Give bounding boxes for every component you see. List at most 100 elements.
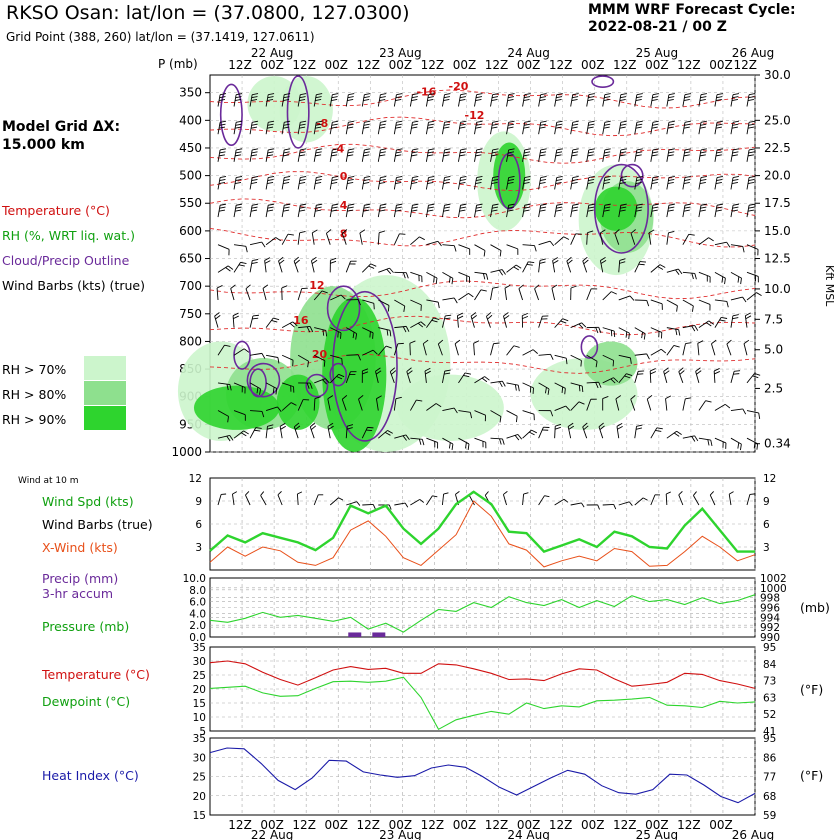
- top-time-label: 12Z: [677, 58, 701, 72]
- wind-barb-flag: [641, 332, 644, 339]
- wind-barb-flag: [273, 317, 280, 321]
- wind-barb: [217, 203, 227, 218]
- wind-barb-shaft: [441, 315, 446, 328]
- wind-barb: [281, 176, 291, 190]
- wind-barb-flag: [435, 277, 438, 285]
- wind-barb-shaft: [393, 233, 400, 245]
- wind-barb: [329, 120, 339, 135]
- wind-barb-flag: [315, 99, 322, 102]
- wind-barb-flag: [219, 206, 226, 209]
- wind-barb-flag: [372, 349, 378, 355]
- wind-barb-flag: [572, 120, 579, 123]
- wind-barb-flag: [595, 327, 599, 334]
- wind-barb-shaft: [458, 372, 466, 384]
- wind-barb-shaft: [358, 399, 363, 411]
- wind-barb: [522, 261, 535, 273]
- wind-barb-flag: [264, 257, 271, 261]
- wind-barb: [377, 345, 392, 356]
- wind-barb: [346, 299, 361, 306]
- wind-barb: [233, 120, 243, 135]
- surface-wind-barb-shaft: [232, 494, 235, 506]
- wind-barb-flag: [556, 148, 563, 151]
- wind-barb: [297, 93, 307, 107]
- wind-barb-flag: [314, 396, 321, 399]
- wind-barb-flag: [325, 330, 328, 337]
- rh90-swatch: [84, 406, 126, 430]
- wind-barb: [698, 93, 707, 107]
- wind-barb-flag: [395, 206, 402, 209]
- wind-barb-flag: [652, 120, 659, 123]
- wind-barb-flag: [459, 96, 466, 99]
- wind-barb: [474, 120, 483, 135]
- wind-barb-flag: [501, 269, 506, 275]
- label-wind-spd: Wind Spd (kts): [42, 494, 134, 509]
- surface-wind-barb-shaft: [346, 501, 357, 506]
- wind-barb: [746, 271, 759, 283]
- wind-barb-flag: [407, 370, 413, 375]
- wind-barb: [682, 120, 691, 135]
- wind-barb-flag: [323, 360, 326, 367]
- wind-barb-shaft: [442, 244, 455, 247]
- wind-barb-flag: [556, 96, 563, 99]
- wind-barb-flag: [284, 203, 291, 206]
- wind-barb-flag: [628, 333, 630, 340]
- wind-barb-shaft: [650, 427, 658, 439]
- wind-barb-flag: [583, 425, 589, 431]
- wind-barb: [634, 424, 643, 439]
- wind-barb-flag: [716, 148, 723, 151]
- wind-barb-flag: [502, 438, 505, 445]
- wind-barb: [730, 296, 747, 303]
- surface-wind-barb-flag: [297, 491, 303, 495]
- wind-barb-flag: [539, 126, 546, 129]
- wind-barb-flag: [491, 99, 498, 102]
- surface-wind-barb-flag: [729, 491, 734, 495]
- wind-barb-flag: [568, 425, 575, 430]
- bottom-date-label: 26 Aug: [732, 828, 775, 840]
- wind-barb: [406, 367, 413, 384]
- wind-barb: [217, 120, 227, 135]
- wind-barb-flag: [299, 151, 306, 154]
- wind-barb-flag: [267, 126, 274, 129]
- wind-barb: [522, 429, 538, 439]
- wind-barb-flag: [395, 154, 402, 157]
- wind-barb-flag: [418, 438, 422, 445]
- wind-barb-shaft: [410, 299, 422, 306]
- wind-barb: [714, 299, 729, 308]
- wind-barb-shaft: [233, 149, 237, 162]
- wind-barb-flag: [715, 181, 722, 184]
- wind-barb: [249, 427, 262, 439]
- wind-barb: [249, 241, 266, 248]
- surface-wind-barb-shaft: [426, 495, 433, 506]
- wind-barb: [264, 257, 271, 273]
- wind-barb: [634, 148, 643, 162]
- wind-barb-flag: [347, 181, 354, 184]
- wind-barb-shaft: [281, 233, 289, 245]
- wind-barb-flag: [716, 120, 723, 123]
- wind-barb-flag: [336, 376, 343, 380]
- wind-barb: [249, 203, 259, 218]
- wind-barb: [458, 244, 471, 255]
- height-tick-label: 7.5: [764, 312, 783, 326]
- wind-barb-flag: [459, 99, 466, 102]
- wind-barb-flag: [655, 429, 662, 432]
- wind-barb-flag: [316, 120, 323, 123]
- wind-barb-flag: [252, 93, 259, 96]
- temp-f-tick-label: 95: [763, 642, 776, 654]
- surface-wind-barb-flag: [443, 492, 449, 495]
- precip-tick-label: 8.0: [189, 585, 206, 597]
- wind-barb-flag: [732, 151, 739, 154]
- wind-barb: [345, 260, 357, 273]
- wind-barb: [474, 437, 487, 449]
- wind-barb-flag: [251, 179, 258, 182]
- wind-barb: [377, 230, 385, 245]
- wind-barb-flag: [366, 429, 373, 432]
- wind-barb-shaft: [249, 382, 261, 390]
- wind-barb: [518, 284, 524, 301]
- wind-barb: [666, 299, 678, 312]
- wind-barb-flag: [523, 209, 530, 212]
- wind-barb-flag: [522, 312, 528, 317]
- wind-barb: [538, 176, 547, 190]
- wind-barb-flag: [588, 93, 595, 96]
- wind-barb-flag: [700, 179, 707, 182]
- wind-barb-flag: [492, 93, 499, 96]
